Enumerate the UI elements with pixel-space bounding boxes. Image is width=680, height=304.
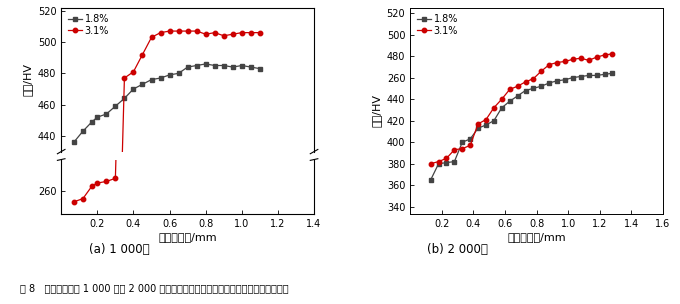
- 3.1%: [129, 70, 137, 74]
- 3.1%: [466, 143, 474, 147]
- 1.8%: [553, 79, 561, 83]
- 3.1%: [247, 31, 255, 34]
- 1.8%: [120, 97, 129, 100]
- 1.8%: [577, 75, 585, 78]
- 3.1%: [490, 106, 498, 109]
- 1.8%: [165, 73, 173, 77]
- 1.8%: [192, 64, 201, 67]
- 1.8%: [569, 76, 577, 79]
- 1.8%: [88, 120, 96, 124]
- 1.8%: [435, 162, 443, 166]
- 3.1%: [120, 76, 129, 80]
- 3.1%: [139, 53, 147, 56]
- 3.1%: [609, 52, 617, 56]
- 3.1%: [238, 31, 246, 34]
- 3.1%: [592, 55, 600, 59]
- 3.1%: [228, 33, 237, 36]
- Text: 图 8   冷热疲劳循环 1 000 次和 2 000 次后含不同质量分数馒的试验锂截面硬度变化曲线: 图 8 冷热疲劳循环 1 000 次和 2 000 次后含不同质量分数馒的试验锂…: [20, 283, 289, 293]
- 1.8%: [474, 126, 482, 130]
- Line: 1.8%: 1.8%: [71, 62, 262, 144]
- 1.8%: [443, 161, 451, 164]
- 1.8%: [466, 137, 474, 141]
- 3.1%: [256, 31, 264, 34]
- 1.8%: [458, 140, 466, 144]
- 3.1%: [184, 29, 192, 33]
- 1.8%: [201, 62, 209, 66]
- 1.8%: [79, 130, 87, 133]
- 3.1%: [498, 97, 506, 101]
- 3.1%: [426, 162, 435, 166]
- 1.8%: [256, 67, 264, 71]
- 3.1%: [545, 63, 554, 67]
- 1.8%: [498, 106, 506, 109]
- 3.1%: [156, 31, 165, 34]
- Text: (b) 2 000次: (b) 2 000次: [426, 243, 488, 256]
- Y-axis label: 硬度/HV: 硬度/HV: [22, 63, 32, 96]
- 3.1%: [165, 29, 173, 33]
- 1.8%: [211, 64, 219, 67]
- 1.8%: [238, 64, 246, 67]
- 1.8%: [112, 104, 120, 108]
- Line: 1.8%: 1.8%: [428, 71, 615, 182]
- 3.1%: [585, 59, 593, 62]
- 1.8%: [93, 115, 101, 119]
- 3.1%: [220, 34, 228, 38]
- 1.8%: [450, 160, 458, 163]
- Y-axis label: 硬度/HV: 硬度/HV: [371, 95, 381, 127]
- X-axis label: 距表面距离/mm: 距表面距离/mm: [507, 232, 566, 242]
- 1.8%: [184, 65, 192, 69]
- 3.1%: [201, 33, 209, 36]
- Text: (a) 1 000次: (a) 1 000次: [88, 243, 150, 256]
- 3.1%: [482, 118, 490, 121]
- 1.8%: [148, 78, 156, 81]
- 1.8%: [482, 123, 490, 127]
- 1.8%: [129, 87, 137, 91]
- 1.8%: [537, 85, 545, 88]
- 1.8%: [426, 178, 435, 182]
- Legend: 1.8%, 3.1%: 1.8%, 3.1%: [415, 12, 460, 38]
- X-axis label: 距表面距离/mm: 距表面距离/mm: [158, 232, 217, 242]
- 1.8%: [592, 74, 600, 77]
- 3.1%: [148, 36, 156, 39]
- 1.8%: [228, 65, 237, 69]
- Legend: 1.8%, 3.1%: 1.8%, 3.1%: [66, 12, 111, 38]
- 3.1%: [458, 147, 466, 150]
- 1.8%: [247, 65, 255, 69]
- 1.8%: [600, 73, 609, 76]
- 3.1%: [537, 69, 545, 73]
- 1.8%: [609, 71, 617, 75]
- 1.8%: [70, 140, 78, 144]
- 3.1%: [474, 122, 482, 126]
- 3.1%: [561, 60, 569, 63]
- 3.1%: [211, 31, 219, 34]
- 3.1%: [443, 157, 451, 160]
- 1.8%: [513, 94, 522, 98]
- 3.1%: [577, 56, 585, 60]
- 1.8%: [220, 64, 228, 67]
- 1.8%: [529, 87, 537, 90]
- 3.1%: [522, 80, 530, 84]
- 3.1%: [569, 57, 577, 61]
- 3.1%: [600, 53, 609, 57]
- 1.8%: [175, 71, 183, 75]
- 1.8%: [585, 74, 593, 77]
- 1.8%: [102, 112, 110, 116]
- 3.1%: [435, 160, 443, 163]
- 3.1%: [513, 85, 522, 88]
- 3.1%: [175, 29, 183, 33]
- 1.8%: [545, 81, 554, 85]
- 3.1%: [529, 77, 537, 81]
- Line: 3.1%: 3.1%: [71, 29, 262, 304]
- 1.8%: [522, 89, 530, 92]
- Line: 3.1%: 3.1%: [428, 52, 615, 166]
- 1.8%: [156, 76, 165, 80]
- 1.8%: [139, 82, 147, 86]
- 3.1%: [553, 61, 561, 64]
- 1.8%: [490, 119, 498, 123]
- 3.1%: [506, 88, 514, 91]
- 3.1%: [192, 29, 201, 33]
- 1.8%: [506, 99, 514, 103]
- 3.1%: [450, 148, 458, 152]
- 1.8%: [561, 78, 569, 81]
